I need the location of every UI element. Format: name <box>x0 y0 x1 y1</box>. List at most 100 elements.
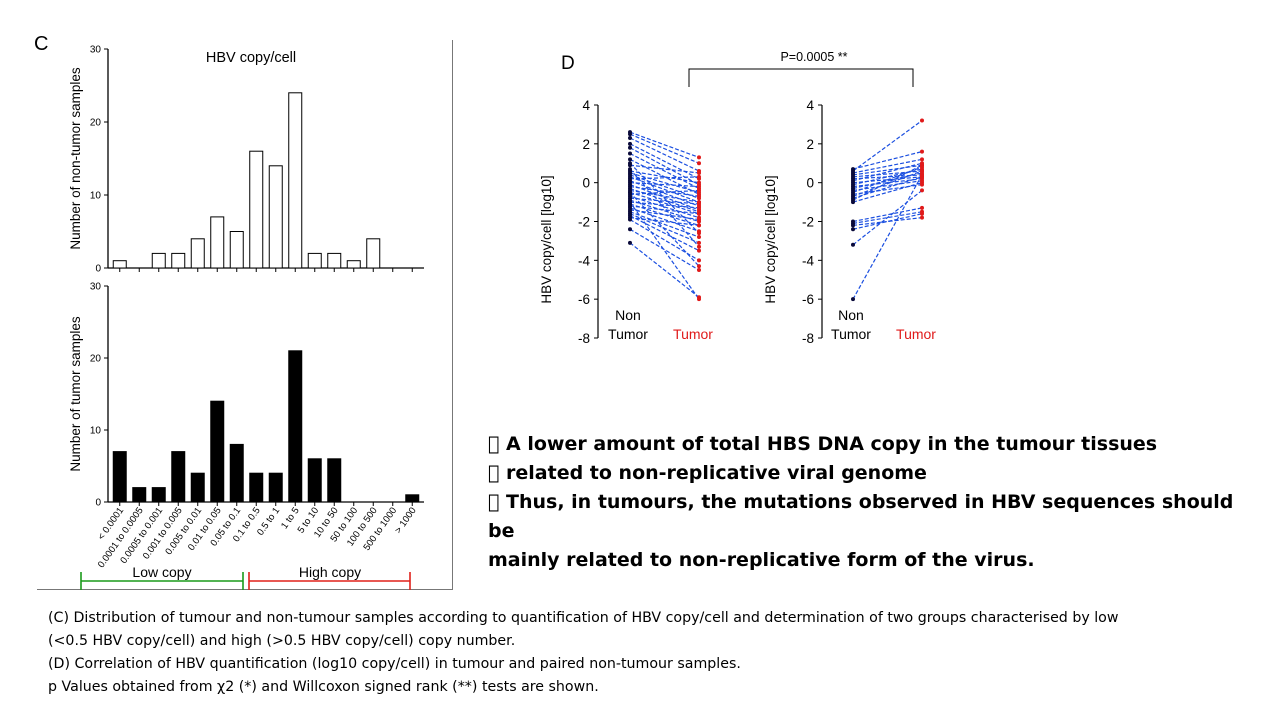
paired-plot-left-nontumor-point <box>628 157 632 162</box>
paired-plot-left-y-tick-label: 0 <box>582 176 590 191</box>
paired-plot-right-x-label-non: Non <box>838 307 864 323</box>
paired-plot-right-nontumor-point <box>851 242 855 247</box>
paired-plot-right-x-label-tumor: Tumor <box>896 326 936 342</box>
pvalue-label: P=0.0005 ** <box>780 50 847 64</box>
paired-plot-right-pair-line <box>852 120 923 172</box>
paired-plot-left-x-label-non: Non <box>615 307 641 323</box>
paired-plot-left-nontumor-point <box>628 136 632 141</box>
caption-line-4: p Values obtained from χ2 (*) and Willco… <box>48 679 599 695</box>
nontumor-hist-bar <box>151 252 166 269</box>
paired-plot-left-tumor-point <box>697 240 701 245</box>
paired-plot-left-pair-line <box>629 195 700 219</box>
paired-plot-right-pair-line <box>852 217 923 226</box>
tumor-hist-bar <box>132 487 147 503</box>
paired-plot-right-nontumor-point <box>851 223 855 228</box>
paired-plot-left-pair-line <box>629 176 700 203</box>
paired-plot-right-tumor-point <box>920 172 924 177</box>
paired-plot-left-y-tick-label: -8 <box>578 331 590 346</box>
paired-plot-right-y-tick-label: 4 <box>806 98 814 113</box>
panel-d-label: D <box>561 53 575 74</box>
paired-plot-right-tumor-point <box>920 211 924 216</box>
panel-c-label: C <box>34 33 49 55</box>
tumor-hist-bar <box>327 458 342 503</box>
paired-plot-left-pair-line <box>629 215 700 252</box>
paired-plot-left-tumor-point <box>697 268 701 273</box>
tumor-hist-bar <box>210 400 225 503</box>
paired-plot-left-tumor-point <box>697 194 701 199</box>
nontumor-hist-bar <box>210 216 225 269</box>
paired-plot-left-pair-line <box>629 131 700 158</box>
tumor-hist-bar <box>307 458 322 503</box>
nontumor-hist-bar <box>346 260 361 269</box>
paired-plot-left-pair-line <box>629 164 700 174</box>
paired-plot-left-y-axis-title: HBV copy/cell [log10] <box>539 175 554 303</box>
paired-plot-right-y-tick-label: -6 <box>802 292 814 307</box>
paired-plot-left-y-tick-label: 2 <box>582 137 590 152</box>
nontumor-hist-bar <box>171 252 186 269</box>
paired-plot-left-nontumor-point <box>628 151 632 156</box>
caption-line-2: (<0.5 HBV copy/cell) and high (>0.5 HBV … <box>48 633 516 649</box>
bullet-3:  Thus, in tumours, the mutations observ… <box>488 491 1233 542</box>
paired-plot-left-tumor-point <box>697 217 701 222</box>
paired-plot-left-pair-line <box>629 242 700 298</box>
paired-plot-left-pair-line <box>629 187 700 213</box>
tumor-hist-y-tick-label: 20 <box>90 354 102 365</box>
tumor-hist-bar <box>249 472 264 503</box>
nontumor-hist-y-axis-title: Number of non-tumor samples <box>68 67 83 250</box>
nontumor-hist-y-tick-label: 10 <box>90 191 102 202</box>
paired-plot-right-y-tick-label: -4 <box>802 253 814 268</box>
paired-plot-left-tumor-point <box>697 170 701 175</box>
bullet-3-continued: mainly related to non-replicative form o… <box>488 549 1035 571</box>
paired-plot-left-tumor-point <box>697 184 701 189</box>
paired-plot-left-tumor-point <box>697 264 701 269</box>
caption-line-1: (C) Distribution of tumour and non-tumou… <box>48 610 1119 626</box>
paired-plot-left-pair-line <box>629 219 700 261</box>
paired-plot-right-nontumor-point <box>851 200 855 205</box>
paired-plot-left-pair-line <box>629 207 700 232</box>
paired-plot-left-nontumor-point <box>628 227 632 232</box>
paired-plot-left-nontumor-point <box>628 141 632 146</box>
paired-plot-left-nontumor-point <box>628 161 632 166</box>
paired-plot-right-x-label-non-tumor: Tumor <box>831 326 871 342</box>
paired-plot-left-pair-line <box>629 162 700 234</box>
nontumor-hist-bar <box>249 150 264 269</box>
paired-plot-right-pair-line <box>852 207 923 223</box>
paired-plot-left-tumor-point <box>697 244 701 249</box>
nontumor-hist-title: HBV copy/cell <box>206 50 296 66</box>
nontumor-hist-bar <box>229 231 244 269</box>
paired-plot-right-nontumor-point <box>851 297 855 302</box>
paired-plot-left-tumor-point <box>697 231 701 236</box>
paired-plot-left-pair-line <box>629 197 700 205</box>
paired-plot-left-pair-line <box>629 201 700 209</box>
paired-plot-right-pair-line <box>852 170 923 178</box>
nontumor-hist-bar <box>190 238 205 269</box>
paired-plot-left-tumor-point <box>697 180 701 185</box>
paired-plot-left-nontumor-point <box>628 167 632 172</box>
paired-plot-right-tumor-point <box>920 157 924 162</box>
paired-plot-left-pair-line <box>629 217 700 226</box>
paired-plot-right-pair-line <box>852 176 923 184</box>
paired-plot-left-nontumor-point <box>628 190 632 195</box>
paired-plot-right-pair-line <box>852 189 923 246</box>
tumor-hist-bar <box>288 350 303 503</box>
nontumor-hist-bar <box>288 92 303 269</box>
paired-plot-left-x-label-non-tumor: Tumor <box>608 326 648 342</box>
tumor-hist-y-tick-label: 10 <box>90 426 102 437</box>
paired-plot-left-tumor-point <box>697 174 701 179</box>
bullet-2:  related to non-replicative viral genom… <box>488 462 927 484</box>
nontumor-hist-y-tick-label: 20 <box>90 118 102 129</box>
paired-plot-right-tumor-point <box>920 149 924 154</box>
nontumor-hist-bar <box>366 238 381 269</box>
paired-plot-left-nontumor-point <box>628 200 632 205</box>
nontumor-hist-y-tick-label: 30 <box>90 45 102 56</box>
paired-plot-left-tumor-point <box>697 161 701 166</box>
paired-plot-right-tumor-point <box>920 169 924 174</box>
paired-plot-left-pair-line <box>629 184 700 211</box>
nontumor-hist-bar <box>268 165 283 269</box>
paired-plot-left-pair-line <box>629 189 700 195</box>
paired-plot-left-tumor-point <box>697 223 701 228</box>
paired-plot-right-y-tick-label: -8 <box>802 331 814 346</box>
paired-plot-left-pair-line <box>629 182 700 188</box>
paired-plot-right-y-tick-label: -2 <box>802 215 814 230</box>
panel-c-charts: 0 10 20 30 Number of non-tumor samples HBV co… <box>68 45 424 590</box>
